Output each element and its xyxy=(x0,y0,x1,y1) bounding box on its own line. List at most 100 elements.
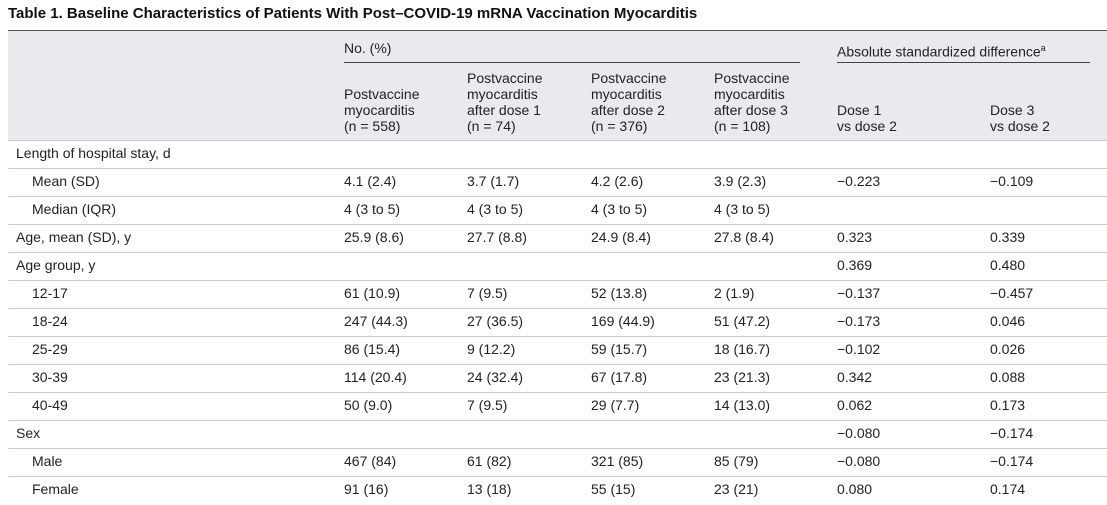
cell: 9 (12.2) xyxy=(467,341,516,357)
cell: 4 (3 to 5) xyxy=(714,201,771,217)
column-header: Dose 1 xyxy=(837,102,882,118)
column-header: after dose 2 xyxy=(591,102,665,118)
cell: 51 (47.2) xyxy=(714,313,771,329)
group-header: Absolute standardized differencea xyxy=(837,43,1046,60)
column-header: after dose 1 xyxy=(467,102,541,118)
cell: 321 (85) xyxy=(591,453,644,469)
cell: −0.137 xyxy=(837,285,881,301)
cell: −0.173 xyxy=(837,313,881,329)
row-divider xyxy=(8,420,1107,449)
table-header xyxy=(8,30,1107,141)
row-divider xyxy=(8,448,1107,477)
cell: 27.8 (8.4) xyxy=(714,229,774,245)
row-divider xyxy=(8,336,1107,365)
cell: 0.026 xyxy=(990,341,1026,357)
cell: 85 (79) xyxy=(714,453,759,469)
column-header: (n = 376) xyxy=(591,118,648,134)
cell: 67 (17.8) xyxy=(591,369,648,385)
row-label: Mean (SD) xyxy=(32,173,100,189)
cell: 0.342 xyxy=(837,369,873,385)
cell: −0.080 xyxy=(837,453,881,469)
row-divider xyxy=(8,364,1107,393)
cell: 52 (13.8) xyxy=(591,285,648,301)
cell: 61 (10.9) xyxy=(344,285,401,301)
cell: 27 (36.5) xyxy=(467,313,524,329)
cell: 23 (21.3) xyxy=(714,369,771,385)
column-header: myocarditis xyxy=(344,102,415,118)
column-header: Postvaccine xyxy=(714,70,790,86)
cell: 55 (15) xyxy=(591,481,636,497)
row-label: Sex xyxy=(16,425,41,441)
group-header: No. (%) xyxy=(344,40,392,56)
cell: 0.173 xyxy=(990,397,1026,413)
cell: 86 (15.4) xyxy=(344,341,401,357)
row-divider xyxy=(8,280,1107,309)
cell: 23 (21) xyxy=(714,481,759,497)
cell: 0.323 xyxy=(837,229,873,245)
cell: 61 (82) xyxy=(467,453,512,469)
cell: 13 (18) xyxy=(467,481,512,497)
column-header: myocarditis xyxy=(467,86,538,102)
row-label: Age group, y xyxy=(16,257,96,273)
cell: 7 (9.5) xyxy=(467,285,508,301)
group-rule xyxy=(837,62,1090,63)
cell: 4 (3 to 5) xyxy=(467,201,524,217)
cell: 4 (3 to 5) xyxy=(591,201,648,217)
cell: 169 (44.9) xyxy=(591,313,655,329)
group-rule xyxy=(344,62,800,63)
column-header: Postvaccine xyxy=(344,86,420,102)
cell: 3.7 (1.7) xyxy=(467,173,520,189)
cell: 467 (84) xyxy=(344,453,397,469)
cell: 0.062 xyxy=(837,397,873,413)
cell: −0.223 xyxy=(837,173,881,189)
row-label: Length of hospital stay, d xyxy=(16,145,171,161)
cell: 0.046 xyxy=(990,313,1026,329)
column-header: (n = 74) xyxy=(467,118,516,134)
cell: −0.080 xyxy=(837,425,881,441)
column-header: (n = 558) xyxy=(344,118,401,134)
row-label: Median (IQR) xyxy=(32,201,117,217)
footnote-marker: a xyxy=(1040,43,1046,53)
column-header: vs dose 2 xyxy=(837,118,897,134)
cell: −0.174 xyxy=(990,425,1034,441)
row-divider xyxy=(8,392,1107,421)
cell: 18 (16.7) xyxy=(714,341,771,357)
table-title: Table 1. Baseline Characteristics of Pat… xyxy=(8,5,698,22)
column-header: after dose 3 xyxy=(714,102,788,118)
row-divider xyxy=(8,140,1107,169)
cell: 2 (1.9) xyxy=(714,285,755,301)
column-header: vs dose 2 xyxy=(990,118,1050,134)
column-header: myocarditis xyxy=(591,86,662,102)
row-divider xyxy=(8,476,1107,505)
column-header: Postvaccine xyxy=(591,70,667,86)
row-label: Male xyxy=(32,453,63,469)
cell: 0.339 xyxy=(990,229,1026,245)
cell: 29 (7.7) xyxy=(591,397,640,413)
cell: −0.174 xyxy=(990,453,1034,469)
cell: 4.1 (2.4) xyxy=(344,173,397,189)
row-divider xyxy=(8,308,1107,337)
row-label: Age, mean (SD), y xyxy=(16,229,132,245)
cell: 7 (9.5) xyxy=(467,397,508,413)
cell: 25.9 (8.6) xyxy=(344,229,404,245)
cell: 27.7 (8.8) xyxy=(467,229,527,245)
cell: −0.457 xyxy=(990,285,1034,301)
column-header: (n = 108) xyxy=(714,118,771,134)
cell: 0.480 xyxy=(990,257,1026,273)
row-label: 12-17 xyxy=(32,285,68,301)
cell: 247 (44.3) xyxy=(344,313,408,329)
row-label: Female xyxy=(32,481,79,497)
row-divider xyxy=(8,252,1107,281)
cell: −0.102 xyxy=(837,341,881,357)
row-divider xyxy=(8,224,1107,253)
cell: 3.9 (2.3) xyxy=(714,173,767,189)
cell: 14 (13.0) xyxy=(714,397,771,413)
row-label: 18-24 xyxy=(32,313,68,329)
cell: 24 (32.4) xyxy=(467,369,524,385)
row-label: 25-29 xyxy=(32,341,68,357)
column-header: Postvaccine xyxy=(467,70,543,86)
cell: 50 (9.0) xyxy=(344,397,393,413)
cell: 0.080 xyxy=(837,481,873,497)
cell: −0.109 xyxy=(990,173,1034,189)
